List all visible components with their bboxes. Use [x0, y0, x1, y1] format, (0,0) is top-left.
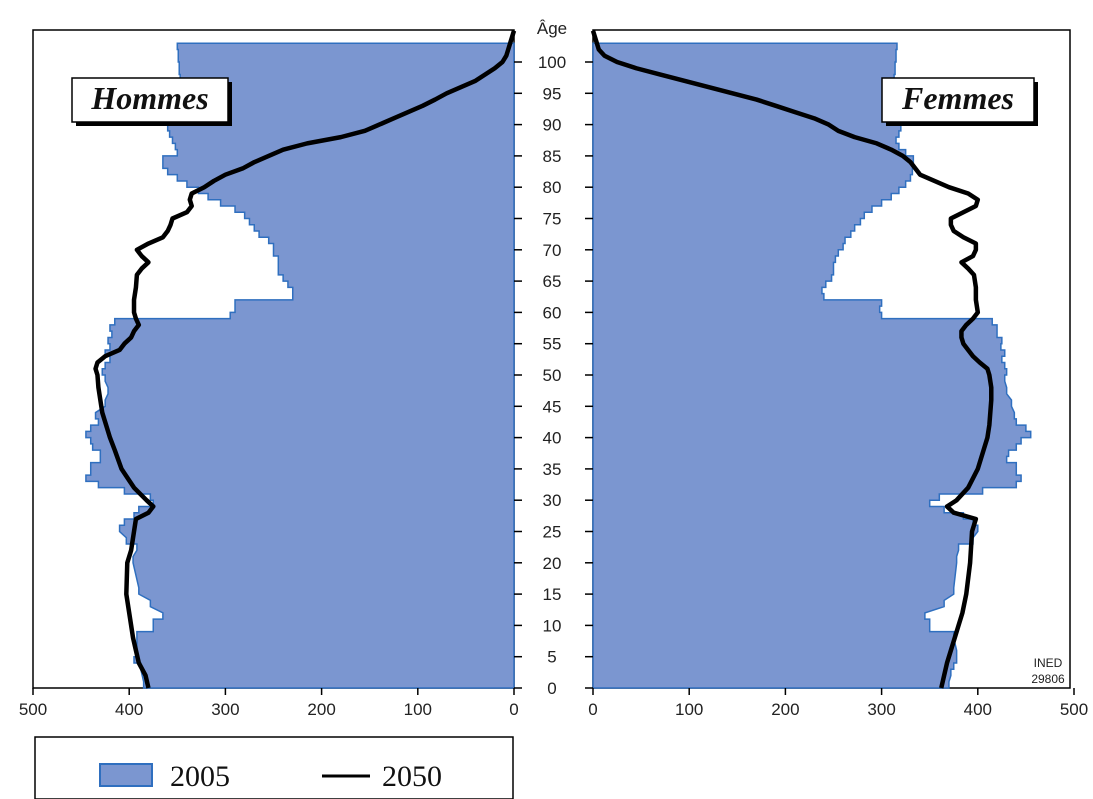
age-tick-label: 65: [543, 272, 562, 291]
source-ined: INED: [1034, 656, 1063, 670]
age-tick-label: 15: [543, 585, 562, 604]
femmes-label: Femmes: [901, 80, 1014, 116]
age-tick-label: 95: [543, 84, 562, 103]
legend: 2005 2050: [34, 736, 514, 799]
age-tick-label: 20: [543, 554, 562, 573]
source-code: 29806: [1031, 672, 1065, 686]
age-tick-label: 60: [543, 303, 562, 322]
hommes-label: Hommes: [90, 80, 208, 116]
legend-swatch-2005: [99, 763, 153, 787]
age-tick-label: 90: [543, 116, 562, 135]
femmes-label-box: Femmes: [881, 77, 1038, 126]
hommes-label-box: Hommes: [71, 77, 232, 126]
legend-label-2005: 2005: [170, 760, 230, 793]
age-tick-label: 30: [543, 491, 562, 510]
x-tick-label-right: 200: [771, 700, 799, 719]
age-tick-label: 85: [543, 147, 562, 166]
hommes-2005-area: [85, 42, 515, 689]
age-tick-label: 80: [543, 178, 562, 197]
x-tick-label-right: 100: [675, 700, 703, 719]
age-tick-label: 10: [543, 616, 562, 635]
x-tick-label-left: 200: [307, 700, 335, 719]
age-axis-label: Âge: [537, 19, 567, 38]
x-tick-label-left: 100: [404, 700, 432, 719]
age-tick-label: 0: [547, 679, 556, 698]
x-tick-label-right: 500: [1060, 700, 1088, 719]
age-tick-label: 45: [543, 397, 562, 416]
age-tick-label: 75: [543, 210, 562, 229]
age-tick-label: 5: [547, 648, 556, 667]
x-tick-label-left: 300: [211, 700, 239, 719]
x-tick-label-right: 0: [588, 700, 597, 719]
x-tick-label-right: 300: [867, 700, 895, 719]
age-tick-label: 25: [543, 523, 562, 542]
age-tick-label: 100: [538, 53, 566, 72]
age-tick-label: 55: [543, 335, 562, 354]
x-tick-label-left: 0: [509, 700, 518, 719]
age-tick-label: 50: [543, 366, 562, 385]
x-tick-label-left: 400: [115, 700, 143, 719]
axis-ticks: 0 5 10 15 20 25 30 35 40 45 50 55 60 65 70 75 80 85 90 95 10…: [19, 53, 1088, 719]
hommes-2050-line: [93, 30, 517, 689]
age-tick-label: 70: [543, 241, 562, 260]
x-tick-label-left: 500: [19, 700, 47, 719]
legend-label-2050: 2050: [382, 760, 442, 793]
femmes-2050-line: [590, 30, 994, 689]
x-tick-label-right: 400: [964, 700, 992, 719]
age-tick-label: 40: [543, 429, 562, 448]
age-tick-label: 35: [543, 460, 562, 479]
